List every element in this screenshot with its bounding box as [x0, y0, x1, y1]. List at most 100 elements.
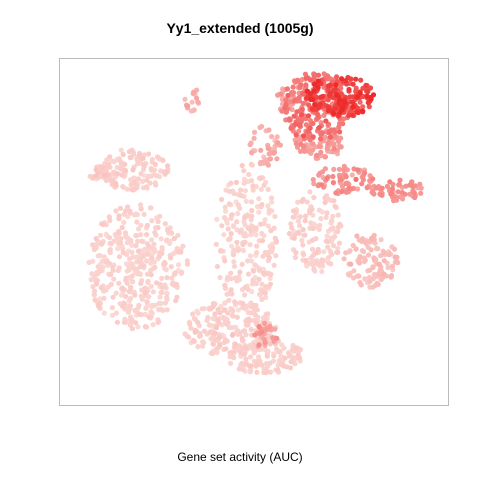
- scatter-point: [129, 326, 135, 332]
- scatter-point: [191, 89, 197, 95]
- scatter-point: [300, 100, 306, 106]
- scatter-point: [138, 280, 144, 287]
- scatter-point: [229, 332, 236, 338]
- scatter-point: [155, 319, 161, 325]
- scatter-point: [330, 213, 336, 219]
- scatter-point: [366, 274, 372, 281]
- scatter-point: [142, 324, 148, 330]
- scatter-point: [225, 310, 231, 316]
- scatter-point: [336, 166, 342, 172]
- scatter-point: [185, 103, 191, 109]
- scatter-point: [325, 140, 331, 146]
- scatter-point: [93, 167, 99, 173]
- scatter-point: [256, 342, 262, 348]
- scatter-point: [327, 134, 333, 140]
- scatter-point: [89, 271, 95, 277]
- scatter-point: [293, 132, 299, 138]
- scatter-point: [136, 311, 142, 317]
- scatter-point: [143, 305, 149, 311]
- scatter-point: [248, 178, 255, 184]
- scatter-point: [296, 355, 302, 361]
- scatter-point: [300, 91, 306, 97]
- scatter-point: [261, 159, 267, 165]
- scatter-point: [218, 248, 224, 254]
- scatter-point: [339, 184, 346, 190]
- scatter-point: [241, 168, 247, 174]
- scatter-point: [346, 86, 352, 93]
- scatter-point: [265, 311, 271, 317]
- scatter-point: [232, 300, 238, 306]
- scatter-point: [221, 232, 227, 238]
- scatter-point: [149, 218, 155, 224]
- scatter-point: [243, 356, 249, 362]
- scatter-point: [98, 285, 104, 291]
- scatter-point: [114, 319, 120, 325]
- scatter-point: [248, 354, 254, 360]
- scatter-point: [379, 185, 385, 191]
- scatter-point: [135, 161, 141, 167]
- scatter-point: [116, 280, 122, 286]
- scatter-point: [219, 223, 225, 229]
- scatter-point: [355, 186, 361, 192]
- scatter-point: [148, 167, 155, 173]
- scatter-point: [92, 297, 98, 303]
- scatter-point: [389, 263, 395, 269]
- scatter-point: [294, 109, 300, 115]
- scatter-point: [134, 219, 140, 225]
- scatter-point: [371, 191, 377, 197]
- scatter-point: [161, 265, 168, 271]
- scatter-point: [151, 241, 157, 247]
- scatter-point: [331, 198, 337, 204]
- scatter-point: [346, 185, 352, 191]
- scatter-point: [129, 249, 135, 255]
- scatter-point: [247, 242, 253, 248]
- scatter-point: [127, 208, 133, 214]
- scatter-point: [362, 276, 368, 282]
- scatter-point: [171, 271, 177, 277]
- scatter-point: [254, 243, 260, 249]
- scatter-point: [150, 322, 156, 328]
- scatter-point: [222, 282, 228, 288]
- scatter-point: [387, 179, 393, 185]
- scatter-point: [182, 331, 188, 337]
- scatter-point: [348, 261, 354, 267]
- scatter-point: [162, 300, 169, 306]
- scatter-point: [319, 257, 325, 263]
- scatter-point: [358, 77, 364, 83]
- scatter-point: [191, 107, 197, 113]
- scatter-point: [304, 199, 310, 205]
- scatter-point: [357, 280, 363, 286]
- scatter-point: [97, 232, 104, 238]
- scatter-point: [261, 270, 267, 276]
- scatter-point: [251, 135, 257, 141]
- plot-frame: [59, 58, 449, 406]
- scatter-point: [335, 249, 341, 255]
- scatter-point: [199, 306, 205, 312]
- scatter-point: [281, 345, 287, 351]
- scatter-point: [314, 152, 320, 158]
- scatter-point: [353, 176, 359, 182]
- scatter-point: [241, 351, 248, 357]
- scatter-point: [308, 220, 314, 226]
- scatter-point: [391, 246, 398, 252]
- scatter-point: [133, 243, 139, 249]
- scatter-point: [338, 144, 344, 150]
- scatter-point: [242, 230, 248, 237]
- scatter-point: [341, 100, 347, 106]
- scatter-point: [316, 226, 322, 232]
- scatter-point: [237, 331, 243, 337]
- scatter-point: [350, 81, 356, 87]
- scatter-point: [283, 109, 289, 115]
- scatter-point: [300, 242, 306, 248]
- scatter-point: [363, 82, 369, 88]
- scatter-point: [253, 232, 259, 238]
- scatter-point: [242, 188, 248, 194]
- scatter-point: [224, 338, 230, 344]
- scatter-point: [418, 190, 424, 196]
- scatter-point: [130, 151, 137, 157]
- scatter-point: [189, 99, 195, 105]
- scatter-point: [303, 82, 309, 88]
- scatter-point: [337, 177, 344, 183]
- scatter-point: [222, 258, 228, 264]
- scatter-point: [201, 328, 208, 334]
